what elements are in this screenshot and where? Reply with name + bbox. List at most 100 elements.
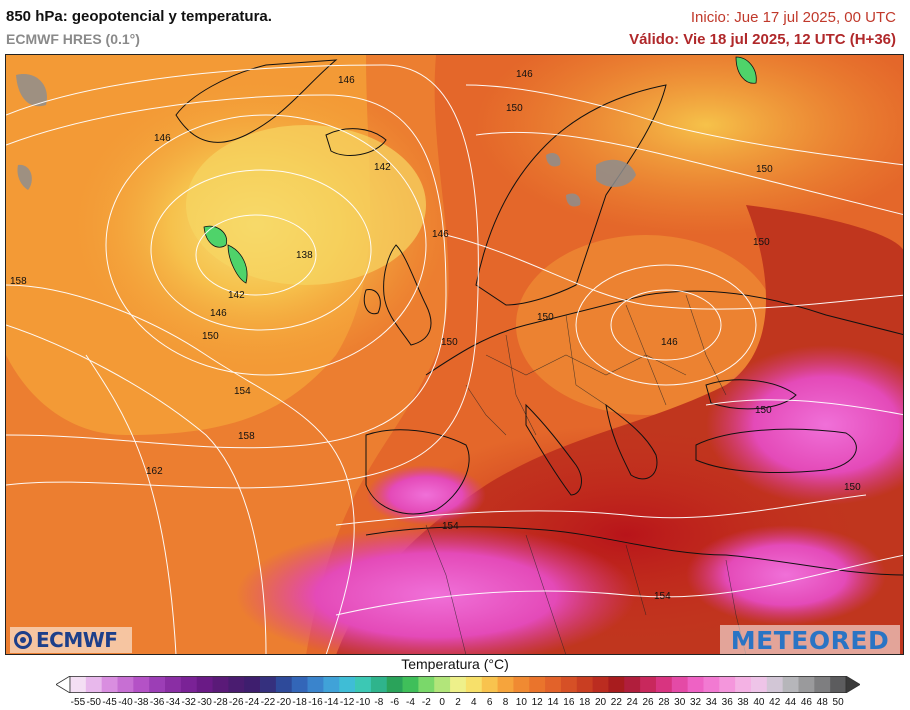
colorbar-swatch (434, 676, 451, 693)
ecmwf-logo-icon (14, 631, 32, 649)
contour-label: 146 (210, 308, 227, 319)
colorbar-tick-label: -8 (374, 697, 384, 708)
cold-core (186, 125, 426, 285)
colorbar-tick-label: 12 (531, 697, 543, 708)
colorbar-tick-label: 26 (642, 697, 654, 708)
contour-label: 150 (441, 337, 458, 348)
contour-label: 154 (234, 386, 251, 397)
colorbar-swatch (291, 676, 308, 693)
colorbar-swatch (339, 676, 356, 693)
colorbar-tick-label: 50 (832, 697, 844, 708)
meteored-logo-text: METEORED (730, 625, 890, 655)
model-label: ECMWF HRES (0.1°) (6, 31, 140, 47)
colorbar-swatch (655, 676, 673, 693)
colorbar-swatch (513, 676, 530, 693)
colorbar-tick-label: 6 (486, 697, 493, 708)
colorbar-swatch (165, 676, 182, 693)
anatolia-extreme (706, 345, 903, 505)
colorbar-swatch (149, 676, 166, 693)
colorbar-tick-label: -28 (213, 697, 228, 708)
colorbar-tick-label: 42 (769, 697, 781, 708)
ecmwf-logo: ECMWF (10, 627, 132, 653)
colorbar-swatch (307, 676, 324, 693)
colorbar-swatch (196, 676, 213, 693)
colorbar-tick-label: -34 (165, 697, 181, 708)
valid-time: Válido: Vie 18 jul 2025, 12 UTC (H+36) (629, 31, 896, 48)
colorbar-swatch (497, 676, 514, 693)
contour-label: 150 (537, 312, 554, 323)
colorbar-tick-label: -30 (197, 697, 212, 708)
contour-label: 150 (753, 237, 770, 248)
colorbar-swatch (640, 676, 657, 693)
legend-title: Temperatura (°C) (401, 656, 509, 672)
colorbar-tick-label: -12 (339, 697, 355, 708)
colorbar-swatch (560, 676, 578, 693)
colorbar-swatch (355, 676, 372, 693)
temperature-colorbar (56, 676, 860, 693)
contour-label: 158 (10, 276, 27, 287)
colorbar-min-arrow (56, 676, 71, 693)
colorbar-tick-label: 36 (721, 697, 733, 708)
terrain-mask (16, 74, 636, 207)
contour-label: 162 (146, 466, 163, 477)
colorbar-tick-label: 32 (689, 697, 702, 708)
contour-label: 146 (338, 75, 355, 86)
contour-label: 146 (661, 337, 678, 348)
contour-label: 142 (228, 290, 245, 301)
colorbar-swatch (370, 676, 388, 693)
colorbar-swatch (228, 676, 245, 693)
colorbar-swatch (750, 676, 768, 693)
colorbar-swatch (529, 676, 546, 693)
colorbar-swatch (830, 676, 847, 693)
contour-label: 150 (844, 482, 861, 493)
colorbar-tick-label: 44 (785, 697, 797, 708)
weather-map[interactable]: 146 146 142 146 138 142 146 150 154 158 … (5, 54, 904, 655)
colorbar-swatch (275, 676, 293, 693)
colorbar-swatch (244, 676, 261, 693)
colorbar-tick-label: 2 (455, 697, 461, 708)
contour-label: 150 (756, 164, 773, 175)
colorbar-tick-label: -38 (134, 697, 149, 708)
contour-label: 150 (506, 103, 523, 114)
colorbar-swatch (117, 676, 134, 693)
colorbar-swatch (671, 676, 689, 693)
sahara-extreme (236, 525, 636, 654)
colorbar-tick-label: -6 (390, 697, 400, 708)
colorbar-swatch (798, 676, 815, 693)
colorbar-swatch (719, 676, 736, 693)
cold-anomaly (203, 56, 757, 284)
colorbar-tick-label: 46 (800, 697, 812, 708)
colorbar-swatch (180, 676, 198, 693)
contour-label: 154 (442, 521, 459, 532)
contour-label: 158 (238, 431, 255, 442)
colorbar-tick-label: 24 (626, 697, 638, 708)
colorbar-tick-label: -32 (181, 697, 196, 708)
contour-labels: 146 146 142 146 138 142 146 150 154 158 … (10, 69, 861, 602)
colorbar-tick-label: 28 (658, 697, 670, 708)
colorbar-tick-label: 18 (579, 697, 591, 708)
colorbar-tick-label: 40 (753, 697, 765, 708)
geopotential-contours (6, 64, 903, 654)
colorbar-tick-label: 22 (610, 697, 622, 708)
colorbar-tick-label: 8 (502, 697, 509, 708)
colorbar-swatch (85, 676, 103, 693)
iberia-extreme (366, 465, 486, 525)
contour-label: 146 (432, 229, 449, 240)
colorbar-tick-label: 10 (515, 697, 527, 708)
colorbar-tick-label: -2 (421, 697, 431, 708)
coastlines (175, 59, 903, 576)
colorbar-tick-label: -40 (118, 697, 133, 708)
colorbar-swatch (450, 676, 467, 693)
colorbar-tick-label: -14 (324, 697, 339, 708)
scandinavia-cool (476, 55, 903, 235)
colorbar-swatch (481, 676, 498, 693)
colorbar-tick-label: 16 (563, 697, 575, 708)
colorbar-swatch (418, 676, 435, 693)
colorbar-tick-label: -45 (102, 697, 117, 708)
colorbar-tick-label: 20 (594, 697, 607, 708)
colorbar-ticks: -55 -50 -45 -40 -38 -36 -34 -32 -30 -28 -26 -24 -22-… (56, 697, 860, 709)
map-canvas: 146 146 142 146 138 142 146 150 154 158 … (6, 55, 903, 654)
contour-label: 150 (202, 331, 219, 342)
contour-label: 142 (374, 162, 391, 173)
